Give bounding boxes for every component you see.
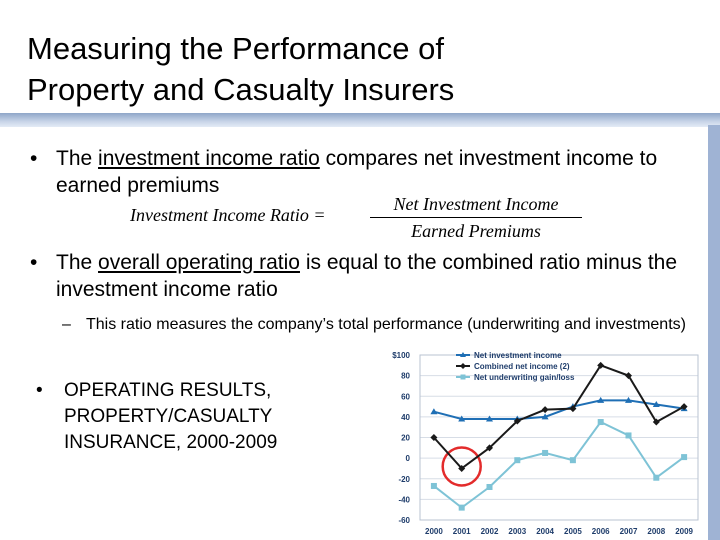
data-point (597, 361, 605, 369)
legend-marker (460, 374, 466, 380)
data-point (625, 432, 632, 439)
bullet-2-prefix: The (56, 251, 99, 274)
y-tick-label: -60 (398, 516, 410, 525)
legend-marker (460, 363, 466, 369)
x-tick-label: 2001 (453, 527, 471, 536)
legend-label: Combined net income (2) (474, 362, 570, 371)
x-tick-label: 2000 (425, 527, 443, 536)
y-tick-label: -20 (398, 475, 410, 484)
data-point (458, 504, 465, 511)
data-point (458, 464, 466, 472)
x-tick-label: 2005 (564, 527, 582, 536)
data-point (542, 449, 549, 456)
y-tick-label: 60 (401, 392, 410, 401)
title-line-2: Property and Casualty Insurers (27, 72, 455, 107)
bullet-glyph: • (30, 251, 38, 274)
y-tick-label: 0 (406, 454, 411, 463)
y-tick-label: $100 (392, 351, 410, 360)
x-tick-label: 2006 (592, 527, 610, 536)
slide-side-accent (708, 125, 720, 540)
x-tick-label: 2009 (675, 527, 693, 536)
data-point (625, 372, 632, 380)
y-tick-label: 20 (401, 434, 410, 443)
formula-denominator: Earned Premiums (411, 221, 541, 241)
series-line-2 (433, 420, 685, 509)
plot-frame (419, 354, 699, 521)
data-point (486, 484, 493, 490)
title-line-1: Measuring the Performance of (27, 31, 444, 66)
y-tick-label: 40 (401, 413, 410, 422)
y-tick-label: 80 (401, 372, 410, 381)
x-tick-label: 2007 (620, 527, 638, 536)
data-point (652, 418, 660, 426)
data-point (597, 396, 605, 403)
x-tick-label: 2003 (508, 527, 526, 536)
x-tick-label: 2008 (647, 527, 665, 536)
sub-bullet-text: This ratio measures the company’s total … (86, 316, 686, 333)
x-tick-label: 2004 (536, 527, 554, 536)
slide-title: Measuring the Performance of Property an… (27, 28, 587, 110)
bullet-2-suffix: is equal to the combined ratio minus the… (56, 251, 678, 301)
data-point (625, 396, 632, 403)
data-point (680, 403, 688, 411)
x-tick-label: 2002 (481, 527, 499, 536)
bullet-3-text: OPERATING RESULTS, PROPERTY/CASUALTY INS… (64, 380, 278, 453)
highlight-circle (441, 446, 482, 487)
data-point (486, 415, 493, 422)
data-point (430, 482, 437, 489)
bullet-1-prefix: The (56, 147, 99, 170)
data-point (541, 413, 549, 420)
term-overall-operating-ratio: overall operating ratio (98, 251, 300, 274)
formula-lhs: Investment Income Ratio = (130, 205, 326, 225)
data-point (513, 417, 521, 425)
data-point (681, 454, 688, 461)
formula-fraction: Net Investment Income Earned Premiums (370, 193, 582, 242)
data-point (652, 401, 660, 407)
bullet-glyph: • (36, 380, 43, 401)
fraction-bar (370, 217, 582, 218)
title-divider (0, 113, 720, 127)
data-point (514, 457, 521, 464)
bullet-glyph: • (30, 147, 38, 170)
data-point (458, 415, 466, 422)
dash-glyph: – (62, 316, 71, 333)
data-point (569, 405, 577, 413)
legend-label: Net investment income (474, 351, 562, 360)
y-tick-label: -40 (398, 495, 410, 504)
data-point (430, 408, 438, 415)
operating-results-chart: $100 80 60 40 20 0 -20 -40 -60 2000 2001 2002 2003 20… (392, 351, 699, 536)
data-point (430, 434, 438, 441)
series-line-1 (433, 364, 685, 470)
legend-label: Net underwriting gain/loss (474, 373, 575, 382)
data-point (597, 419, 604, 426)
data-point (486, 444, 493, 452)
data-point (653, 474, 660, 481)
series-line-0 (433, 399, 685, 420)
data-point (569, 457, 576, 464)
formula-numerator: Net Investment Income (393, 194, 559, 214)
investment-income-ratio-formula: Investment Income Ratio = Net Investment… (130, 193, 590, 245)
term-investment-income-ratio: investment income ratio (98, 147, 320, 170)
data-point (541, 406, 549, 414)
legend-marker (460, 352, 466, 357)
bullet-1-suffix: compares net investment income to earned… (56, 147, 658, 197)
